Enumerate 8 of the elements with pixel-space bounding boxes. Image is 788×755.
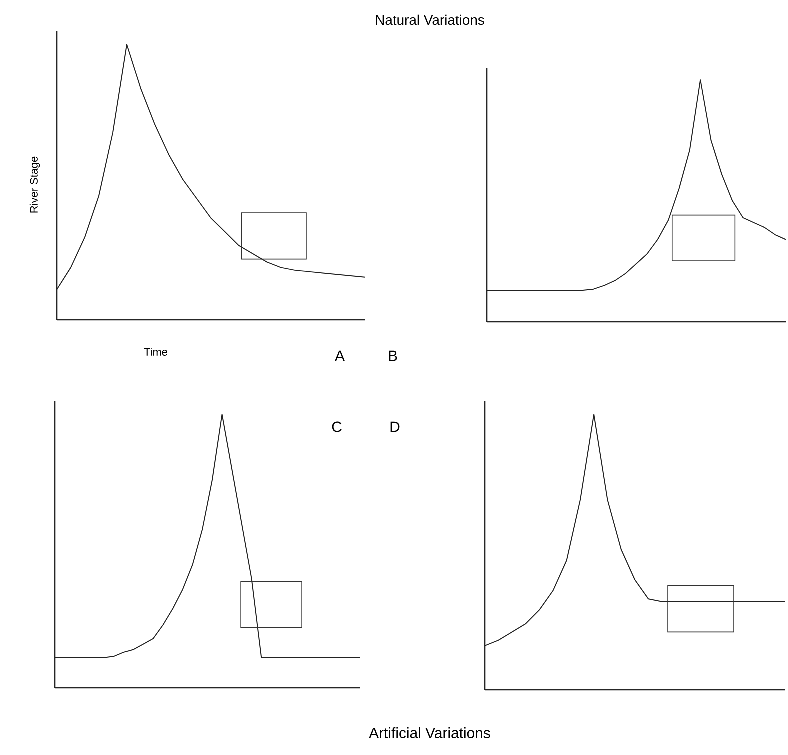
text: A xyxy=(335,350,345,362)
x-axis-title: Time xyxy=(144,348,168,356)
annotation: C xyxy=(332,422,342,432)
chart-title: Natural Variations xyxy=(376,14,484,26)
text: Artificial Variations xyxy=(369,727,490,738)
text: B xyxy=(389,350,398,362)
y-axis-title: River Stage xyxy=(30,156,40,213)
text: D xyxy=(390,422,400,432)
